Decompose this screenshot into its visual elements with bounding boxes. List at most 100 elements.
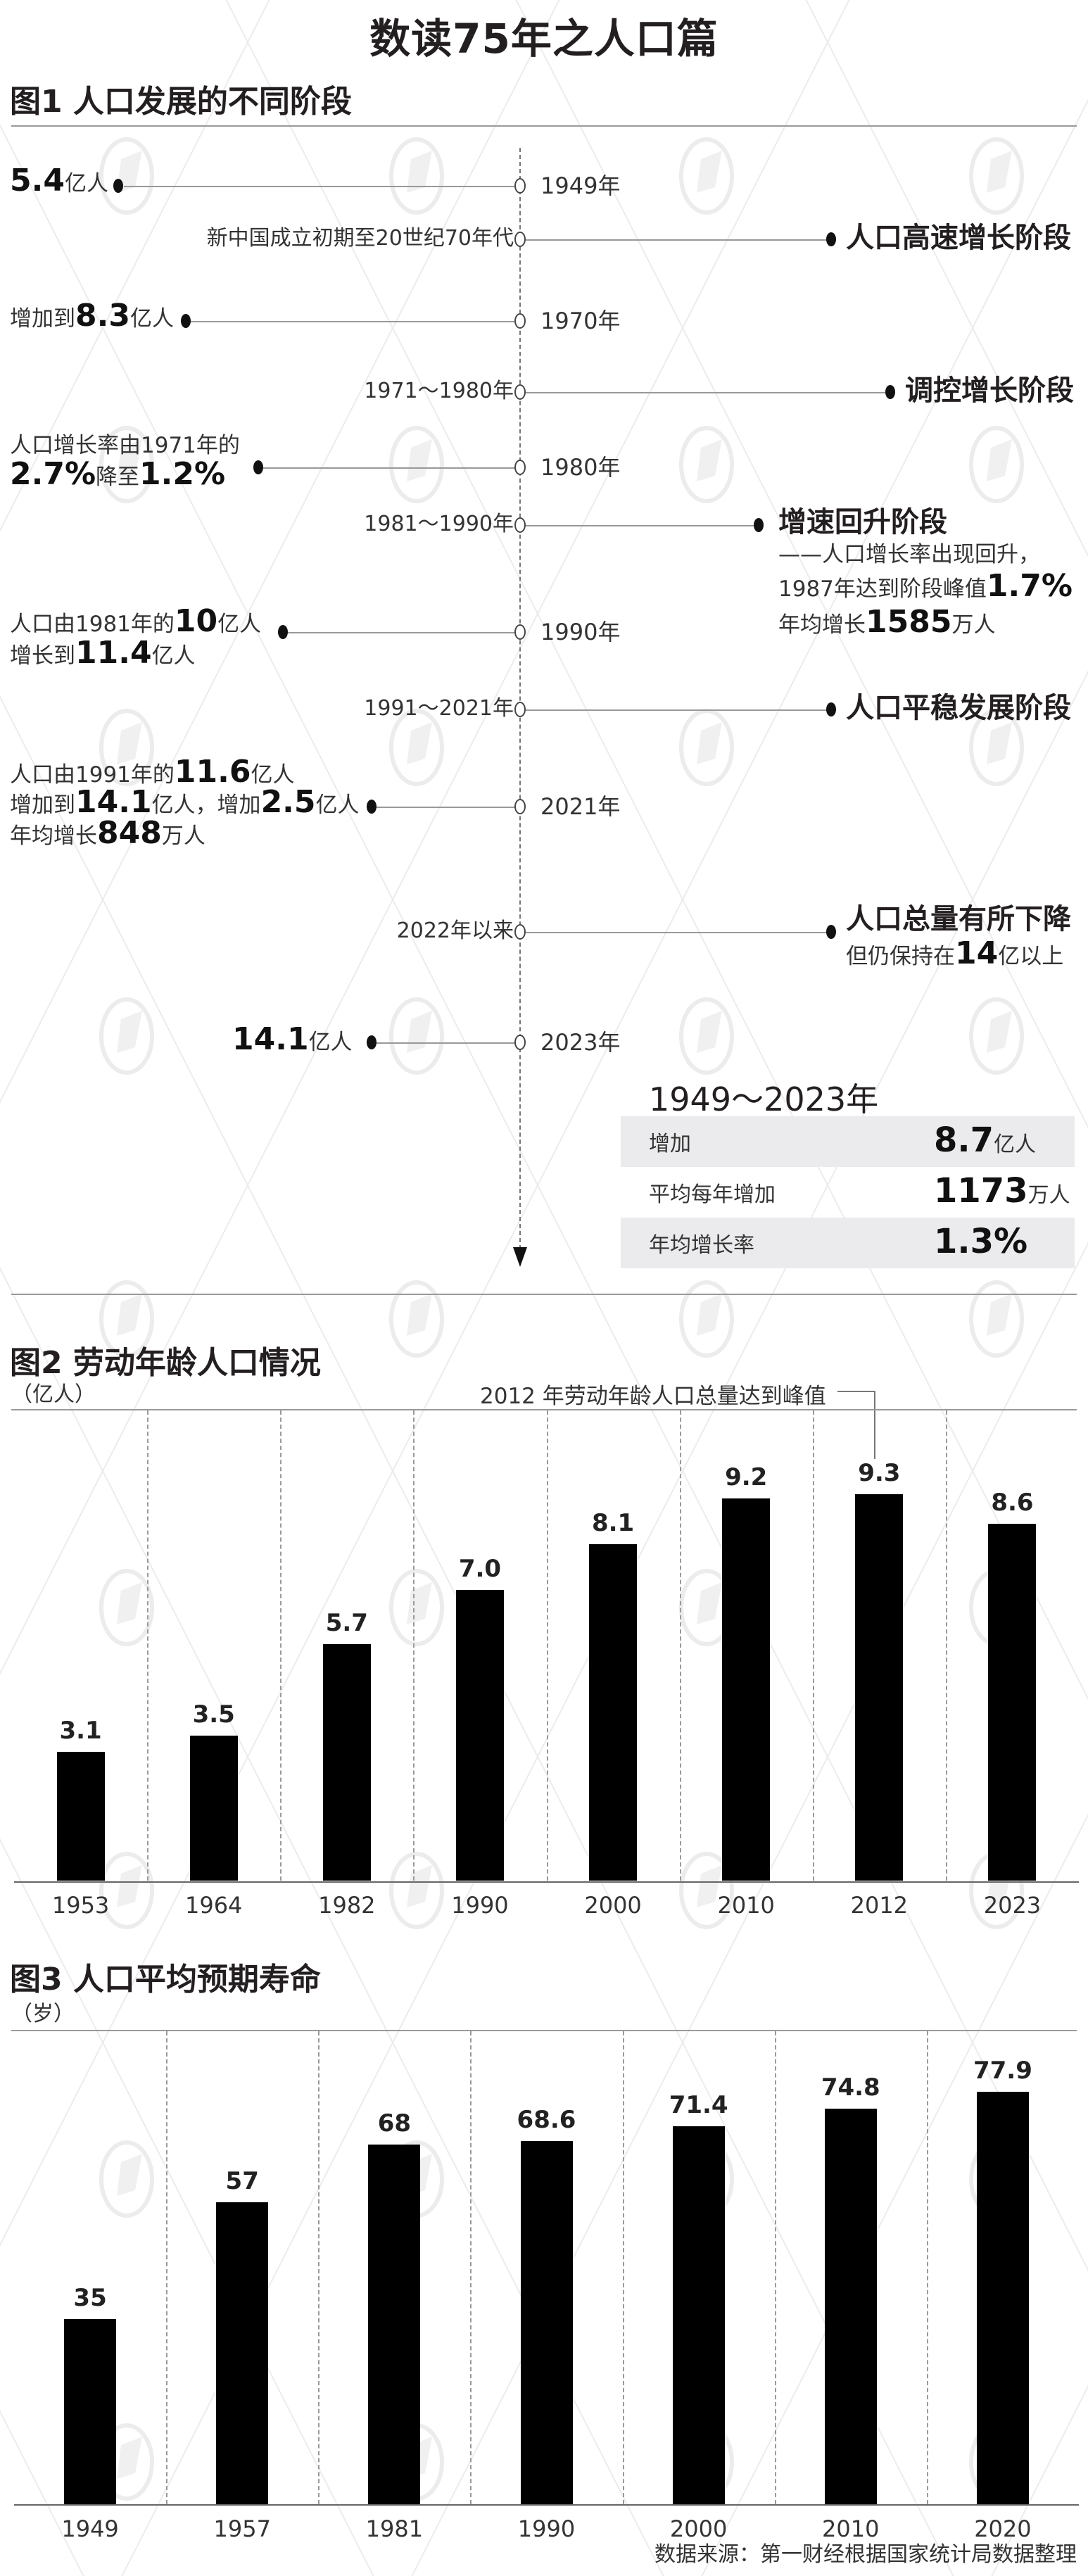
summary-value: 1.3% — [934, 1222, 1027, 1261]
value-label: 5.7 — [325, 1608, 368, 1637]
page-title: 数读75年之人口篇 — [369, 15, 719, 63]
fig2-title: 图2 劳动年龄人口情况 — [10, 1345, 321, 1381]
data-source: 数据来源：第一财经根据国家统计局数据整理 — [654, 2542, 1077, 2567]
bar — [216, 2202, 269, 2504]
bar — [520, 2141, 573, 2504]
text: ——人口增长率出现回升， — [778, 542, 1040, 567]
value-label: 7.0 — [458, 1555, 502, 1583]
value: 14 — [955, 935, 999, 971]
fig1-rule — [11, 125, 1077, 127]
x-tick-label: 1953 — [51, 1892, 110, 1919]
column-separator — [166, 2031, 168, 2504]
connector-line — [191, 321, 514, 322]
stage-period: 1971～1980年 — [364, 379, 514, 403]
text: 降至 — [96, 464, 140, 490]
peak-annotation: 2012 年劳动年龄人口总量达到峰值 — [480, 1384, 826, 1409]
unit: 亿人 — [64, 171, 108, 196]
bar — [988, 1523, 1037, 1881]
text: 亿人，增加 — [151, 793, 261, 819]
section-divider — [11, 1294, 1077, 1295]
summary-label: 增加 — [649, 1132, 691, 1156]
dot-marker — [113, 179, 123, 193]
value: 2.5 — [260, 784, 316, 821]
value: 1585 — [866, 604, 952, 640]
dot-marker — [826, 702, 836, 716]
stage-period: 1991～2021年 — [364, 696, 514, 721]
year-label: 1949年 — [540, 172, 621, 199]
fig2-x-axis — [14, 1881, 1079, 1883]
value: 14.1 — [232, 1021, 309, 1057]
connector-line — [288, 632, 514, 633]
value-label: 71.4 — [669, 2091, 728, 2120]
text: 增长到 — [10, 643, 75, 669]
value: 5.4 — [10, 163, 65, 198]
timeline-node — [514, 1035, 526, 1050]
timeline-node — [514, 384, 526, 400]
timeline-node — [514, 702, 526, 717]
bar — [672, 2126, 725, 2504]
dot-marker — [826, 232, 836, 246]
stage-description: 但仍保持在14亿以上 — [846, 936, 1063, 971]
bar — [189, 1735, 238, 1881]
event-note-2021: 人口由1991年的11.6亿人 增加到14.1亿人，增加2.5亿人 年均增长84… — [10, 755, 360, 850]
stage-name: 增速回升阶段 — [778, 506, 947, 538]
column-separator — [546, 1410, 548, 1881]
year-label: 1980年 — [540, 454, 621, 481]
stage-period: 1981～1990年 — [364, 512, 514, 536]
value-label: 8.1 — [591, 1509, 635, 1538]
stage-period: 新中国成立初期至20世纪70年代 — [206, 226, 514, 251]
value-label: 74.8 — [821, 2073, 880, 2102]
x-tick-label: 2000 — [584, 1892, 642, 1919]
dot-marker — [278, 625, 288, 639]
value: 8.7 — [934, 1120, 994, 1160]
bar — [589, 1544, 638, 1881]
summary-title: 1949～2023年 — [649, 1080, 879, 1118]
column-separator — [413, 1410, 415, 1881]
fig3-title: 图3 人口平均预期寿命 — [10, 1962, 321, 1997]
connector-line — [526, 239, 831, 241]
summary-value: 8.7亿人 — [934, 1120, 1036, 1160]
x-tick-label: 2010 — [717, 1892, 775, 1919]
connector-line — [377, 1042, 514, 1044]
stage-name: 人口总量有所下降 — [846, 903, 1071, 935]
value-label: 8.6 — [991, 1488, 1034, 1517]
value: 11.4 — [75, 635, 152, 671]
text: 1987年达到阶段峰值 — [778, 576, 987, 602]
bar — [855, 1494, 904, 1881]
dot-marker — [181, 314, 191, 328]
value: 848 — [97, 814, 162, 851]
event-note-1990: 人口由1981年的10亿人 增长到11.4亿人 — [10, 604, 261, 671]
value: 10 — [174, 603, 218, 639]
timeline-node — [514, 313, 526, 329]
column-separator — [774, 2031, 776, 2504]
event-note-2023: 14.1亿人 — [232, 1022, 353, 1056]
value: 2.7% — [10, 455, 96, 492]
column-separator — [318, 2031, 320, 2504]
year-label: 1970年 — [540, 308, 621, 334]
connector-line — [526, 932, 831, 933]
value-label: 57 — [225, 2167, 259, 2196]
unit: 亿人 — [151, 643, 196, 669]
summary-row: 增加 8.7亿人 — [621, 1116, 1075, 1167]
text: 人口增长率由1971年的 — [10, 433, 240, 458]
summary-row: 年均增长率 1.3% — [621, 1218, 1075, 1268]
year-label: 2021年 — [540, 793, 621, 820]
timeline-node — [514, 924, 526, 940]
summary-row: 平均每年增加 1173万人 — [621, 1167, 1075, 1218]
unit: 亿人 — [129, 306, 174, 332]
value-label: 35 — [73, 2283, 107, 2312]
x-tick-label: 1981 — [365, 2515, 424, 2542]
value: 1.2% — [139, 455, 226, 492]
event-note-1970: 增加到8.3亿人 — [10, 298, 174, 333]
column-separator — [280, 1410, 282, 1881]
x-tick-label: 2023 — [983, 1892, 1042, 1919]
x-tick-label: 1964 — [184, 1892, 243, 1919]
x-tick-label: 1990 — [451, 1892, 509, 1919]
value: 1.3% — [934, 1222, 1028, 1261]
stage-period: 2022年以来 — [396, 918, 514, 943]
event-note-1949: 5.4亿人 — [10, 163, 108, 198]
connector-line — [526, 709, 831, 711]
value-label: 9.2 — [725, 1463, 768, 1492]
stage-description: ——人口增长率出现回升， 1987年达到阶段峰值1.7% 年均增长1585万人 — [778, 542, 1073, 640]
x-tick-label: 2012 — [850, 1892, 909, 1919]
